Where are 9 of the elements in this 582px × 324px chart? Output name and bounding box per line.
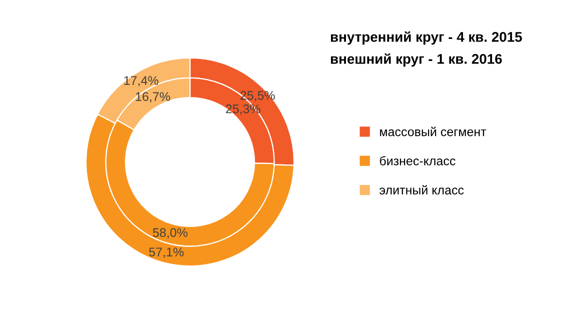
legend-label: бизнес-класс	[380, 156, 456, 166]
data-label: 58,0%	[152, 228, 188, 238]
legend-label: массовый сегмент	[380, 126, 486, 136]
text: внешний круг - 1 кв. 2016	[330, 53, 502, 67]
data-label: 57,1%	[149, 248, 184, 258]
data-label: 17,4%	[124, 76, 158, 86]
legend-label: элитный класс	[380, 185, 464, 195]
data-label: 16,7%	[136, 92, 170, 102]
text: внутренний круг - 4 кв. 2015	[330, 31, 522, 45]
